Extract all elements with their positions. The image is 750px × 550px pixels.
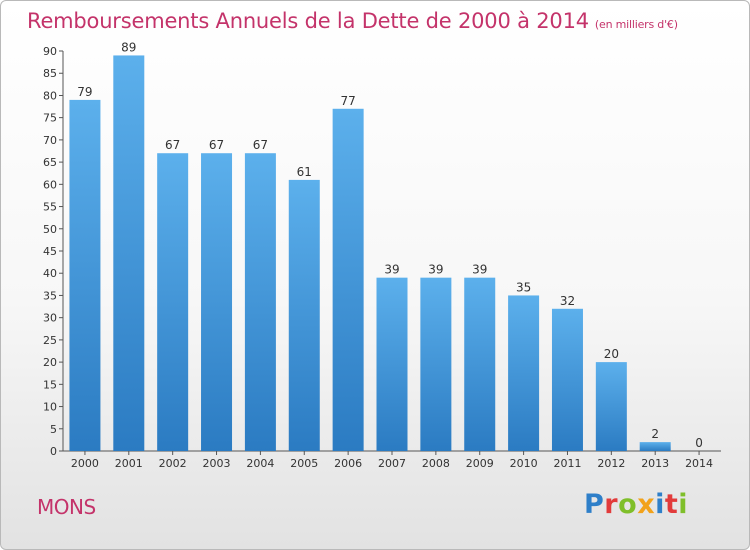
x-tick-label: 2003	[203, 457, 231, 470]
data-label: 67	[209, 138, 224, 152]
bar	[288, 179, 320, 451]
bar	[113, 55, 145, 451]
y-tick-label: 30	[43, 312, 57, 325]
y-axis: 0 5 10 15 20 25 30 35 40 45 50 55 60 65 70 75 80 85 90	[43, 45, 64, 458]
x-tick-label: 2001	[115, 457, 143, 470]
bar	[244, 153, 276, 451]
data-label: 39	[384, 263, 399, 277]
bar	[508, 295, 540, 451]
y-tick-label: 45	[43, 245, 57, 258]
bars	[69, 55, 671, 452]
y-tick-label: 35	[43, 289, 57, 302]
x-tick-label: 2000	[71, 457, 99, 470]
logo-letter: r	[604, 489, 619, 520]
bar	[201, 153, 233, 451]
x-tick-label: 2007	[378, 457, 406, 470]
bar	[157, 153, 189, 451]
y-tick-label: 20	[43, 356, 57, 369]
x-axis: 2000 2001 2002 2003 2004 2005 2006 2007 2008 2009…	[63, 450, 721, 470]
y-tick-label: 75	[43, 112, 57, 125]
logo-letter: i	[678, 489, 689, 520]
bar	[420, 277, 452, 451]
data-label: 20	[604, 347, 619, 361]
bar	[376, 277, 408, 451]
logo-letter: i	[655, 489, 665, 520]
y-tick-label: 90	[43, 45, 57, 58]
chart-subtitle: (en milliers d'€)	[594, 18, 678, 31]
y-tick-label: 85	[43, 67, 57, 80]
x-tick-label: 2012	[597, 457, 625, 470]
y-tick-label: 65	[43, 156, 57, 169]
data-label: 67	[253, 138, 268, 152]
x-tick-label: 2009	[466, 457, 494, 470]
x-tick-label: 2013	[641, 457, 669, 470]
y-tick-label: 5	[50, 423, 57, 436]
data-label: 39	[428, 263, 443, 277]
bar	[464, 277, 496, 451]
x-tick-label: 2005	[290, 457, 318, 470]
data-label: 2	[651, 427, 659, 441]
bar	[332, 108, 364, 452]
bar	[69, 99, 101, 451]
y-tick-label: 60	[43, 178, 57, 191]
logo-letter: x	[637, 489, 656, 520]
x-tick-label: 2014	[685, 457, 713, 470]
y-tick-label: 70	[43, 134, 57, 147]
data-label: 77	[340, 94, 355, 108]
logo-letter: t	[664, 489, 679, 520]
bar	[551, 308, 583, 451]
commune-name: MONS	[37, 495, 96, 519]
data-label: 61	[297, 165, 312, 179]
x-tick-label: 2004	[246, 457, 274, 470]
data-label: 67	[165, 138, 180, 152]
y-tick-label: 40	[43, 267, 57, 280]
proxiti-logo[interactable]: Proxiti	[584, 489, 688, 520]
chart-title-text: Remboursements Annuels de la Dette de 20…	[27, 9, 589, 33]
x-tick-label: 2006	[334, 457, 362, 470]
data-label: 35	[516, 280, 531, 294]
data-label: 79	[77, 85, 92, 99]
x-tick-label: 2002	[159, 457, 187, 470]
chart-title: Remboursements Annuels de la Dette de 20…	[27, 9, 678, 33]
x-tick-label: 2010	[510, 457, 538, 470]
x-tick-label: 2008	[422, 457, 450, 470]
y-tick-label: 25	[43, 334, 57, 347]
data-label: 39	[472, 263, 487, 277]
y-tick-label: 55	[43, 201, 57, 214]
data-label: 0	[695, 436, 703, 450]
y-tick-label: 80	[43, 89, 57, 102]
y-tick-label: 10	[43, 401, 57, 414]
y-tick-label: 15	[43, 378, 57, 391]
logo-letter: o	[618, 489, 638, 520]
x-tick-label: 2011	[553, 457, 581, 470]
bar	[639, 442, 671, 451]
logo-letter: P	[584, 489, 605, 520]
y-tick-label: 0	[50, 445, 57, 458]
data-label: 32	[560, 294, 575, 308]
bar	[595, 362, 627, 451]
data-label: 89	[121, 40, 136, 54]
y-tick-label: 50	[43, 223, 57, 236]
